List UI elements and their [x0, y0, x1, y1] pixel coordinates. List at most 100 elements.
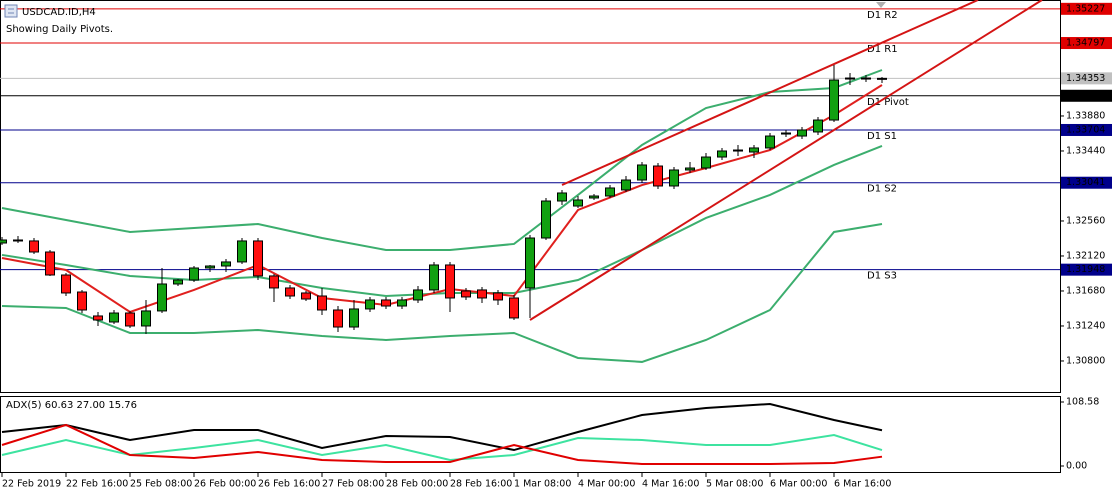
candle-body — [749, 147, 759, 153]
candle-body — [525, 237, 535, 289]
candle-body — [77, 291, 87, 311]
sub-plot — [1, 402, 883, 465]
candle-body — [397, 299, 407, 307]
candle-body — [205, 265, 215, 269]
candle-body — [157, 283, 167, 312]
y-tick-label: 1.31680 — [1066, 285, 1105, 296]
candle-body — [269, 275, 279, 289]
pivot-label: D1 Pivot — [867, 97, 909, 108]
price-label-box — [1061, 89, 1112, 102]
candle-body — [637, 164, 647, 181]
x-tick-label: 22 Feb 16:00 — [66, 479, 128, 490]
candle-body — [845, 77, 855, 80]
y-tick-label: 108.58 — [1066, 397, 1099, 408]
shift-marker — [876, 2, 886, 8]
candle-body — [61, 274, 71, 294]
candle-body — [189, 267, 199, 281]
candle-body — [781, 132, 791, 135]
indicator-line — [1, 402, 883, 452]
price-label-box — [1061, 72, 1112, 85]
chart-title: USDCAD.ID,H4 — [22, 7, 96, 18]
x-tick-label: 4 Mar 16:00 — [642, 479, 699, 490]
x-tick-label: 28 Feb 16:00 — [450, 479, 512, 490]
pivot-label: D1 S1 — [867, 131, 897, 142]
candle-body — [173, 279, 183, 285]
candle-body — [237, 240, 247, 263]
candle-body — [381, 299, 391, 307]
candle-body — [221, 261, 231, 267]
candle-body — [685, 167, 695, 171]
price-label: 1.34134 — [1066, 90, 1105, 101]
candle-body — [333, 309, 343, 328]
main-plot: D1 R2 D1 R1 D1 Pivot D1 S1 D1 S2 D1 S3 — [0, 0, 1060, 363]
y-tick-label: 1.33880 — [1066, 110, 1105, 121]
price-label: 1.33704 — [1066, 124, 1105, 135]
x-tick-label: 4 Mar 00:00 — [578, 479, 635, 490]
candle-body — [813, 119, 823, 133]
candle-body — [45, 251, 55, 276]
pivot-label: D1 R2 — [867, 10, 898, 21]
candle-body — [301, 292, 311, 300]
x-tick-label: 22 Feb 2019 — [2, 479, 61, 490]
y-tick-label: 1.31240 — [1066, 320, 1105, 331]
candle-body — [733, 149, 743, 152]
price-label-box — [1061, 263, 1112, 276]
candle-body — [109, 312, 119, 323]
x-tick-label: 26 Feb 00:00 — [194, 479, 256, 490]
indicator-line — [1, 223, 883, 363]
price-label-box — [1061, 37, 1112, 50]
candle-body — [877, 77, 887, 80]
candle-body — [413, 289, 423, 301]
symbol-icon — [4, 4, 18, 18]
candle-body — [317, 295, 327, 311]
x-tick-label: 27 Feb 08:00 — [322, 479, 384, 490]
price-label-box — [1061, 123, 1112, 136]
trendline — [529, 0, 1043, 321]
x-tick-label: 1 Mar 08:00 — [514, 479, 571, 490]
candle-body — [429, 264, 439, 291]
candle-body — [605, 187, 615, 197]
candle-body — [557, 192, 567, 202]
price-label: 1.35227 — [1066, 3, 1105, 14]
candle-body — [573, 199, 583, 207]
price-label: 1.34353 — [1066, 73, 1105, 84]
x-tick-label: 25 Feb 08:00 — [130, 479, 192, 490]
candle-body — [701, 156, 711, 169]
candle-body — [541, 200, 551, 239]
candle-body — [349, 308, 359, 328]
main-frame — [0, 0, 1061, 393]
y-tick-label: 1.33440 — [1066, 145, 1105, 156]
y-tick-label: 1.32560 — [1066, 215, 1105, 226]
candle-body — [445, 264, 455, 299]
candle-body — [861, 77, 871, 80]
x-tick-label: 26 Feb 16:00 — [258, 479, 320, 490]
candle-body — [0, 239, 7, 244]
indicator-line — [1, 69, 883, 252]
pivot-label: D1 S3 — [867, 271, 897, 282]
price-label: 1.34797 — [1066, 38, 1105, 49]
y-tick-label: 0.00 — [1066, 461, 1087, 472]
y-tick-label: 1.30800 — [1066, 355, 1105, 366]
candle-body — [829, 79, 839, 121]
candle-body — [653, 165, 663, 187]
price-label: 1.33041 — [1066, 177, 1105, 188]
pivot-label: D1 S2 — [867, 184, 897, 195]
candle-body — [765, 135, 775, 149]
candle-body — [621, 179, 631, 191]
x-tick-label: 6 Mar 00:00 — [770, 479, 827, 490]
candle-body — [29, 240, 39, 253]
candle-body — [493, 292, 503, 301]
chart-subtitle: Showing Daily Pivots. — [6, 24, 113, 35]
indicator-line — [1, 433, 883, 461]
candle-body — [461, 290, 471, 298]
price-label-box — [1061, 2, 1112, 15]
candle-body — [285, 287, 295, 297]
price-label-box — [1061, 176, 1112, 189]
trendline — [561, 0, 979, 186]
indicator-line — [1, 423, 883, 465]
candle-body — [125, 312, 135, 327]
candle-body — [589, 195, 599, 199]
